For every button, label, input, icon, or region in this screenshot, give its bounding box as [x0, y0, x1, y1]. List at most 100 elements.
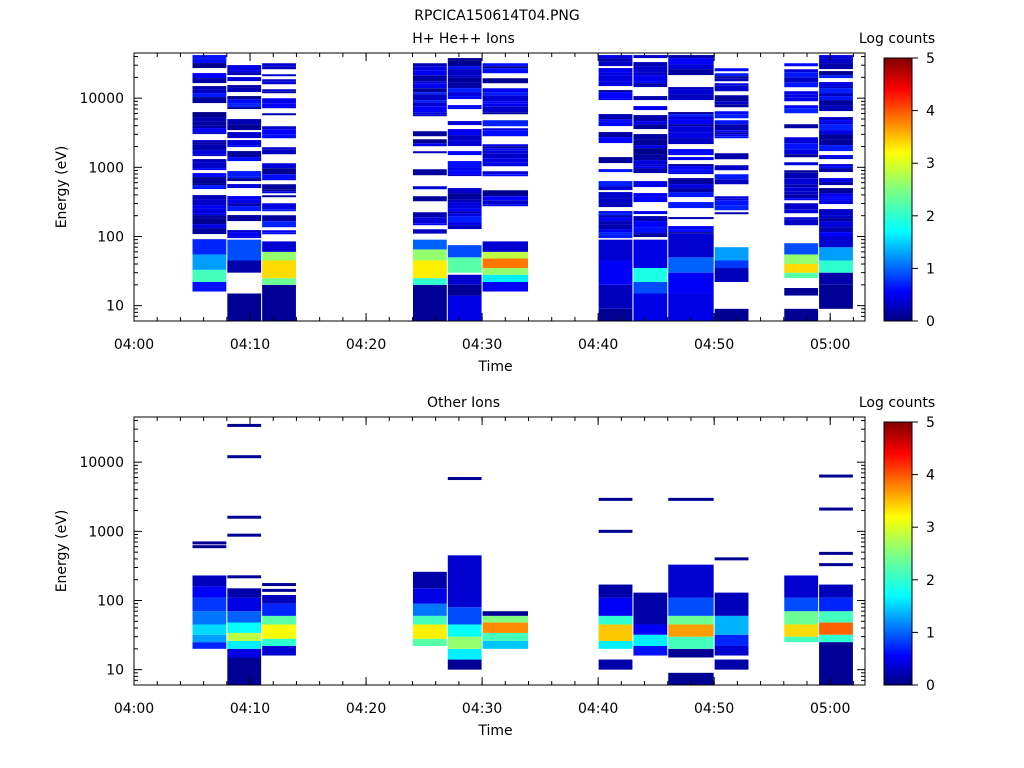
x-tick-label: 04:40: [578, 701, 618, 717]
heatmap-cell: [668, 164, 714, 167]
heatmap-cell: [714, 592, 749, 616]
heatmap-cell: [633, 124, 668, 130]
x-axis-label: Time: [477, 723, 512, 739]
heatmap-cell: [192, 575, 227, 587]
heatmap-cell: [482, 68, 529, 74]
heatmap-cell: [227, 206, 262, 212]
colorbar-tick-label: 4: [926, 104, 935, 120]
heatmap-cell: [714, 247, 749, 261]
heatmap-cell: [227, 597, 262, 612]
heatmap-cell: [714, 132, 749, 135]
heatmap-cell: [227, 622, 262, 633]
heatmap-cell: [447, 211, 482, 214]
heatmap-cell: [262, 278, 296, 285]
heatmap-cell: [714, 645, 749, 656]
heatmap-cell: [633, 196, 668, 203]
heatmap-cell: [192, 97, 227, 104]
heatmap-cell: [598, 215, 633, 218]
heatmap-cell: [633, 106, 668, 111]
heatmap-cell: [447, 274, 482, 285]
heatmap-cell: [598, 98, 633, 101]
heatmap-cell: [262, 184, 296, 190]
heatmap-cell: [714, 124, 749, 131]
heatmap-cell: [262, 195, 296, 198]
heatmap-cell: [412, 196, 447, 202]
heatmap-cell: [668, 58, 714, 65]
heatmap-cell: [447, 140, 482, 147]
heatmap-cell: [482, 258, 529, 269]
heatmap-cell: [262, 215, 296, 222]
heatmap-cell: [633, 624, 668, 635]
heatmap-cell: [598, 72, 633, 76]
colorbar-tick-label: 1: [926, 261, 935, 277]
heatmap-cell: [784, 170, 819, 173]
heatmap-cell: [482, 190, 529, 197]
heatmap-cell: [784, 69, 819, 73]
heatmap-cell: [447, 69, 482, 76]
heatmap-cell: [447, 295, 482, 321]
heatmap-cell: [819, 88, 853, 94]
heatmap-cell: [633, 55, 668, 59]
heatmap-cell: [412, 278, 447, 285]
heatmap-cell: [598, 119, 633, 122]
heatmap-cell: [714, 634, 749, 646]
colorbar-label: Log counts: [859, 395, 935, 411]
heatmap-cell: [482, 144, 529, 147]
heatmap-cell: [262, 638, 296, 646]
heatmap-cell: [412, 615, 447, 625]
heatmap-cell: [633, 121, 668, 125]
heatmap-cell: [598, 659, 633, 670]
heatmap-cell: [819, 284, 853, 309]
heatmap-cell: [412, 212, 447, 218]
heatmap-cell: [447, 129, 482, 136]
heatmap-cell: [482, 158, 529, 163]
y-tick-label: 10000: [79, 455, 124, 471]
heatmap-cell: [227, 184, 262, 189]
heatmap-cell: [668, 114, 714, 117]
heatmap-cell: [633, 168, 668, 174]
heatmap-cell: [784, 143, 819, 150]
heatmap-cell: [482, 281, 529, 292]
heatmap-cell: [633, 139, 668, 146]
colorbar-tick-label: 5: [926, 51, 935, 67]
heatmap-cell: [447, 60, 482, 67]
heatmap-cell: [482, 251, 529, 259]
heatmap-cell: [227, 196, 262, 200]
panel-1: H+ He++ Ions 04:00 04:10 04:20 04:30 04:40 04:…: [54, 31, 935, 375]
heatmap-cell: [784, 272, 819, 279]
heatmap-cell: [482, 112, 529, 115]
heatmap-cell: [819, 86, 853, 89]
heatmap-cell: [482, 174, 529, 177]
heatmap-cell: [633, 148, 668, 155]
heatmap-cell: [819, 122, 853, 125]
heatmap-cell: [412, 588, 447, 604]
heatmap-cell: [633, 160, 668, 165]
heatmap-cell: [412, 249, 447, 261]
x-tick-label: 05:00: [810, 701, 850, 717]
heatmap-cell: [633, 221, 668, 228]
heatmap-cell: [819, 193, 853, 197]
heatmap-cell: [784, 288, 819, 296]
heatmap-cell: [192, 205, 227, 209]
y-tick-label: 10000: [79, 91, 124, 107]
x-tick-label: 04:50: [694, 337, 734, 353]
heatmap-line: [262, 583, 296, 587]
heatmap-cell: [412, 151, 447, 154]
heatmap-cell: [227, 72, 262, 76]
x-tick-label: 04:00: [114, 337, 154, 353]
heatmap-cell: [668, 166, 714, 170]
heatmap-cell: [262, 168, 296, 175]
heatmap-cell: [714, 95, 749, 102]
x-tick-label: 04:20: [346, 701, 386, 717]
heatmap-cell: [192, 239, 227, 255]
heatmap-cell: [633, 96, 668, 101]
heatmap-cell: [227, 103, 262, 106]
heatmap-cell: [819, 120, 853, 123]
heatmap-cell: [192, 89, 227, 94]
heatmap-cell: [784, 187, 819, 192]
heatmap-cell: [714, 83, 749, 86]
heatmap-cell: [598, 597, 633, 616]
heatmap-cell: [668, 69, 714, 76]
heatmap-cell: [447, 225, 482, 230]
heatmap-cell: [412, 106, 447, 113]
